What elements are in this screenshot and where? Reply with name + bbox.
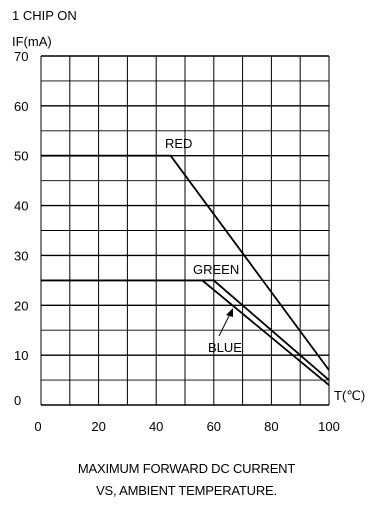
blue-pointer-arrow <box>218 313 231 337</box>
y-tick-labels: 0 10 20 30 40 50 60 70 <box>14 49 28 408</box>
x-tick-label-40: 40 <box>149 419 163 434</box>
x-tick-label-60: 60 <box>207 419 221 434</box>
chart-header: 1 CHIP ON <box>12 8 77 23</box>
y-tick-label-20: 20 <box>14 298 28 313</box>
grid <box>40 55 330 406</box>
y-tick-label-0: 0 <box>14 393 21 408</box>
x-tick-label-20: 20 <box>91 419 105 434</box>
series-line-red <box>41 154 330 371</box>
y-tick-label-60: 60 <box>14 99 28 114</box>
chart-caption-line2: VS, AMBIENT TEMPERATURE. <box>96 483 277 498</box>
series-label-green: GREEN <box>193 262 239 277</box>
blue-pointer-arrowhead <box>226 308 233 317</box>
y-tick-label-30: 30 <box>14 248 28 263</box>
x-tick-labels: 0 20 40 60 80 100 <box>34 419 339 434</box>
series-label-red: RED <box>165 136 192 151</box>
y-tick-label-40: 40 <box>14 199 28 214</box>
x-tick-label-80: 80 <box>264 419 278 434</box>
series-lines <box>41 154 330 386</box>
x-axis-label: T(℃) <box>334 388 365 403</box>
y-tick-label-10: 10 <box>14 348 28 363</box>
series-label-blue: BLUE <box>208 340 242 355</box>
y-tick-label-70: 70 <box>14 49 28 64</box>
y-axis-label: IF(mA) <box>12 34 52 49</box>
chart-caption-line1: MAXIMUM FORWARD DC CURRENT <box>77 461 296 476</box>
y-tick-label-50: 50 <box>14 149 28 164</box>
x-tick-label-0: 0 <box>34 419 41 434</box>
x-tick-label-100: 100 <box>318 419 340 434</box>
series-line-blue <box>41 279 330 386</box>
